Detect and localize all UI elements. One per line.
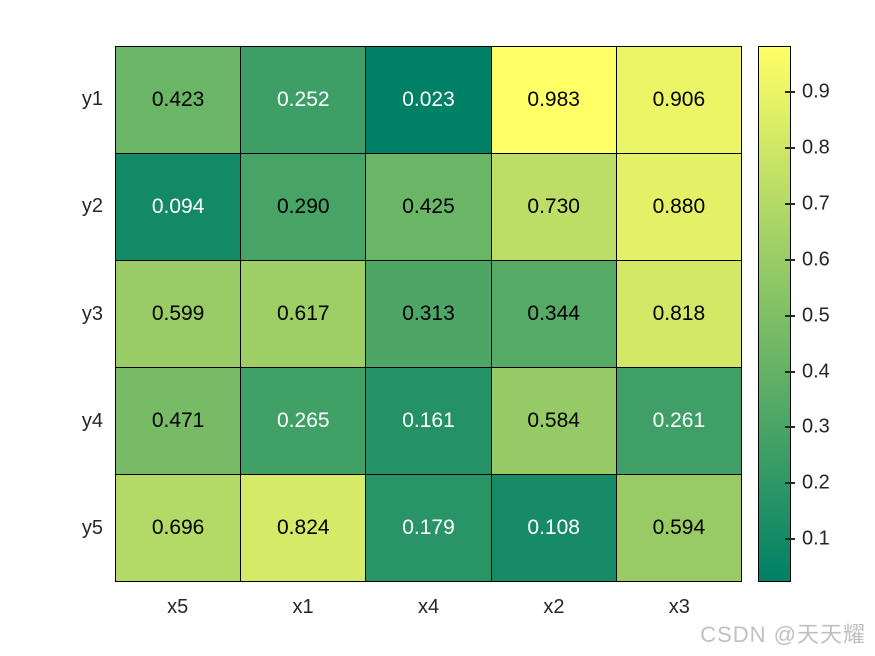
heatmap-cell: 0.594 [616,475,741,581]
colorbar-tick-label: 0.7 [802,192,830,215]
y-axis-label: y1 [81,88,103,111]
colorbar-tick-mark [785,426,795,429]
heatmap-cell: 0.252 [241,47,366,153]
colorbar-tick-label: 0.4 [802,360,830,382]
heatmap-cell: 0.906 [616,47,741,153]
heatmap-cell: 0.161 [366,368,491,474]
x-axis-label: x3 [668,595,690,618]
heatmap-cell: 0.584 [491,368,616,474]
y-axis-label: y5 [81,516,103,539]
heatmap-cell: 0.290 [241,154,366,260]
heatmap-cell: 0.344 [491,261,616,367]
colorbar-tick-mark [785,370,795,373]
y-axis-label: y4 [81,409,103,432]
heatmap-cell: 0.425 [366,154,491,260]
colorbar-tick-label: 0.3 [802,415,830,438]
x-axis-labels: x5 x1 x4 x2 x3 [115,594,742,620]
colorbar-tick-mark [785,314,795,317]
heatmap-cell: 0.179 [366,475,491,581]
heatmap-cell: 0.313 [366,261,491,367]
colorbar-tick-label: 0.9 [802,80,830,103]
colorbar-ticks: 0.9 0.8 0.7 0.6 0.5 0.4 0.3 0.2 0.1 [785,46,861,582]
colorbar-tick-mark [785,538,795,540]
heatmap-grid: 0.423 0.252 0.023 0.983 0.906 0.094 0.290 0.425… [115,46,742,582]
heatmap-cell: 0.730 [491,154,616,260]
y-axis-label: y2 [81,195,103,218]
heatmap-cell: 0.423 [116,47,241,153]
colorbar-gradient [758,46,791,582]
colorbar-tick-mark [785,91,795,94]
x-axis-label: x4 [417,595,440,618]
colorbar-tick-mark [785,147,795,150]
colorbar-tick-mark [785,258,795,261]
colorbar-tick-label: 0.5 [802,304,830,327]
heatmap-cell: 0.265 [241,368,366,474]
colorbar-tick-label: 0.1 [802,527,830,550]
colorbar-tick-label: 0.8 [802,136,830,159]
x-axis-label: x5 [167,595,189,618]
heatmap-cell: 0.023 [366,47,491,153]
heatmap-cell: 0.094 [116,154,241,260]
watermark-text: CSDN @天天耀 [700,622,866,647]
heatmap-cell: 0.696 [116,475,241,581]
colorbar-tick-label: 0.6 [802,248,830,271]
x-axis-label: x2 [543,595,565,618]
heatmap-cell: 0.471 [116,368,241,474]
heatmap-cell: 0.617 [241,261,366,367]
heatmap-cell: 0.824 [241,475,366,581]
y-axis-label: y3 [81,302,103,325]
colorbar-tick-label: 0.2 [802,471,830,494]
colorbar-tick-mark [785,482,795,485]
heatmap-cell: 0.261 [616,368,741,474]
heatmap-cell: 0.599 [116,261,241,367]
heatmap-cell: 0.108 [491,475,616,581]
heatmap-cell: 0.880 [616,154,741,260]
heatmap-cell: 0.983 [491,47,616,153]
colorbar-tick-mark [785,203,795,205]
x-axis-label: x1 [292,595,314,618]
heatmap-cell: 0.818 [616,261,741,367]
y-axis-labels: y1 y2 y3 y4 y5 [0,46,103,582]
